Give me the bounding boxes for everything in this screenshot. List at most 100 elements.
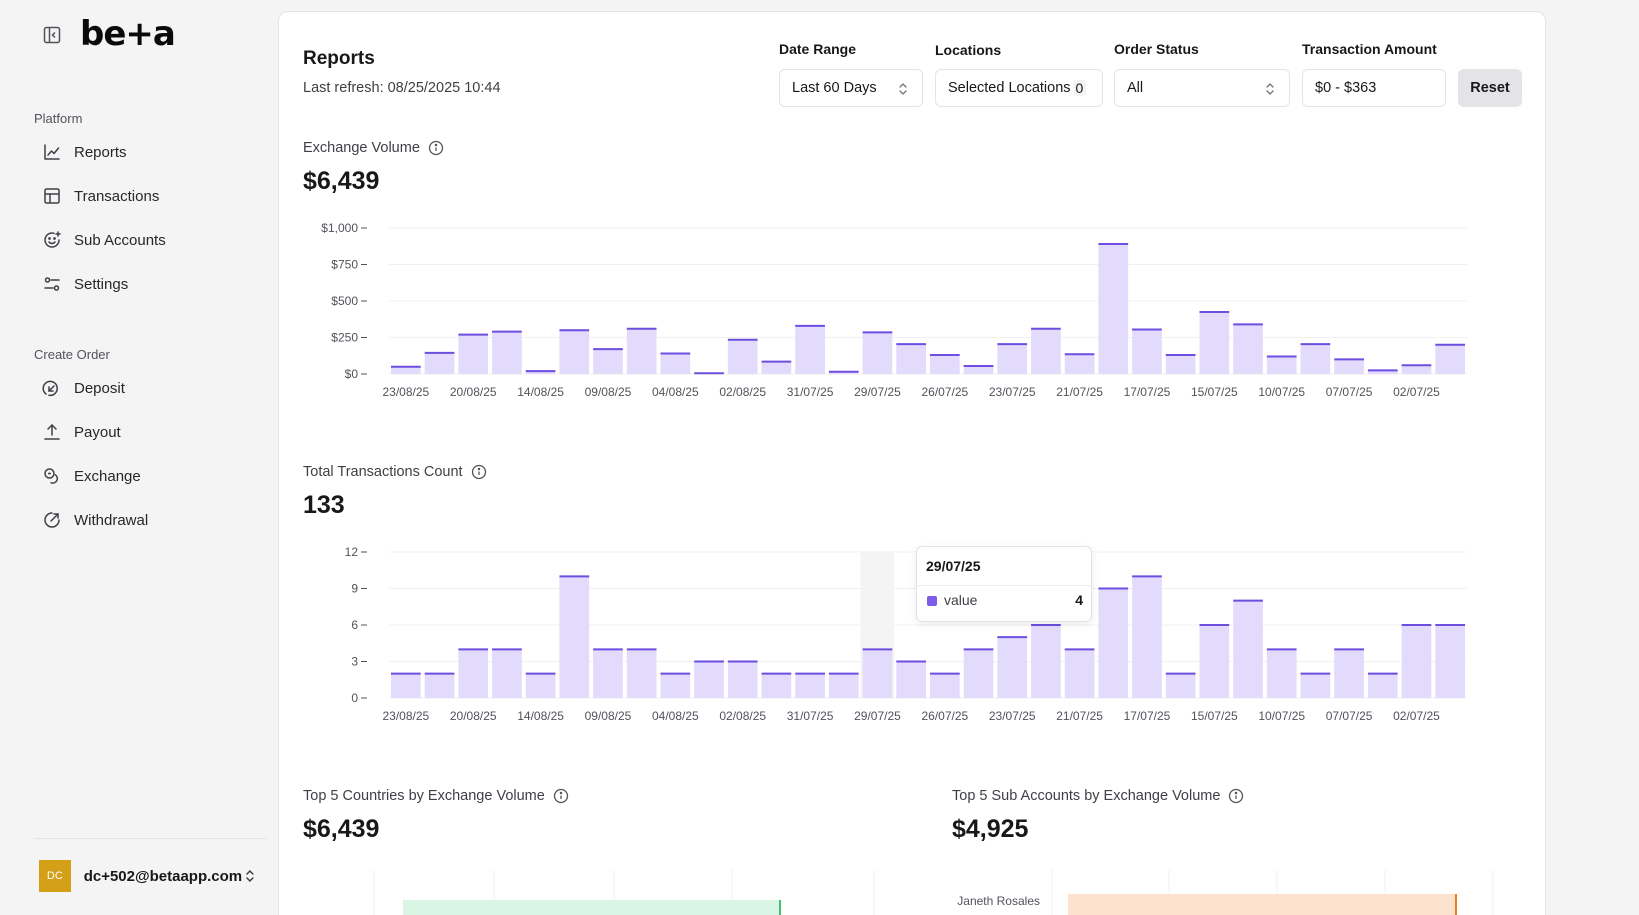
bar bbox=[559, 330, 590, 374]
x-tick-label: 21/07/25 bbox=[1056, 709, 1103, 723]
x-tick-label: 23/07/25 bbox=[989, 709, 1036, 723]
chevron-up-down-icon bbox=[899, 83, 907, 95]
locations-select[interactable]: Selected Locations 0 bbox=[935, 69, 1103, 107]
date-range-select[interactable]: Last 60 Days bbox=[779, 69, 923, 107]
chart-tooltip: 29/07/25 value 4 bbox=[916, 546, 1092, 622]
top-sub-accounts-title: Top 5 Sub Accounts by Exchange Volume bbox=[952, 788, 1244, 804]
sidebar-item-reports[interactable]: Reports bbox=[34, 134, 264, 170]
transactions-count-chart: 0 3 6 9 12 23/08/25 20/08/25 14/08/25 09/08/25 04… bbox=[345, 545, 1467, 723]
bar bbox=[694, 661, 724, 698]
locations-count-badge: 0 bbox=[1072, 80, 1087, 96]
bar bbox=[1300, 344, 1331, 374]
top-sub-accounts-value: $4,925 bbox=[952, 815, 1029, 843]
sidebar-item-label: Payout bbox=[74, 423, 121, 441]
logo[interactable]: be+a bbox=[80, 14, 176, 54]
x-tick-label: 10/07/25 bbox=[1258, 385, 1305, 399]
tooltip-swatch bbox=[927, 596, 937, 606]
sidebar-item-label: Deposit bbox=[74, 379, 125, 397]
sidebar-item-deposit[interactable]: Deposit bbox=[34, 370, 264, 406]
reset-button[interactable]: Reset bbox=[1458, 69, 1522, 107]
sidebar-toggle-icon[interactable] bbox=[42, 25, 62, 45]
bar bbox=[593, 349, 623, 374]
top-countries-value: $6,439 bbox=[303, 815, 380, 843]
bar bbox=[1233, 324, 1263, 374]
tooltip-divider bbox=[917, 585, 1091, 586]
x-tick-label: 15/07/25 bbox=[1191, 385, 1238, 399]
bar bbox=[862, 332, 893, 374]
bar bbox=[593, 649, 623, 698]
x-tick-label: 07/07/25 bbox=[1326, 385, 1373, 399]
bar bbox=[1165, 673, 1196, 698]
sidebar-item-transactions[interactable]: Transactions bbox=[34, 178, 264, 214]
bar bbox=[1401, 365, 1432, 374]
bar bbox=[828, 371, 859, 374]
user-menu[interactable]: DC dc+502@betaapp.com bbox=[34, 856, 266, 896]
x-tick-label: 23/08/25 bbox=[382, 385, 429, 399]
locations-value: Selected Locations bbox=[948, 80, 1071, 96]
bar bbox=[1064, 354, 1095, 374]
info-icon[interactable] bbox=[428, 140, 444, 156]
sidebar-item-label: Reports bbox=[74, 143, 127, 161]
bar bbox=[930, 673, 960, 698]
sidebar-item-exchange[interactable]: Exchange bbox=[34, 458, 264, 494]
top-countries-title-text: Top 5 Countries by Exchange Volume bbox=[303, 788, 545, 804]
x-tick-label: 02/07/25 bbox=[1393, 709, 1440, 723]
bar bbox=[660, 353, 691, 374]
sidebar-item-payout[interactable]: Payout bbox=[34, 414, 264, 450]
transactions-count-title-text: Total Transactions Count bbox=[303, 464, 463, 480]
sidebar-item-settings[interactable]: Settings bbox=[34, 266, 264, 302]
bar bbox=[492, 331, 522, 374]
y-tick-label: $0 bbox=[345, 367, 359, 381]
x-tick-label: 10/07/25 bbox=[1258, 709, 1305, 723]
exchange-volume-title: Exchange Volume bbox=[303, 140, 444, 156]
x-tick-label: 15/07/25 bbox=[1191, 709, 1238, 723]
date-range-value: Last 60 Days bbox=[792, 80, 877, 96]
sub-account-bar bbox=[1068, 894, 1457, 915]
y-tick-label: $1,000 bbox=[321, 221, 358, 235]
x-tick-label: 26/07/25 bbox=[921, 709, 968, 723]
x-tick-label: 09/08/25 bbox=[585, 709, 632, 723]
x-tick-label: 31/07/25 bbox=[787, 709, 834, 723]
bar bbox=[795, 673, 825, 698]
exchange-volume-title-text: Exchange Volume bbox=[303, 140, 420, 156]
order-status-label: Order Status bbox=[1114, 41, 1199, 57]
bar bbox=[1132, 329, 1162, 374]
bar bbox=[1064, 649, 1095, 698]
x-tick-label: 07/07/25 bbox=[1326, 709, 1373, 723]
bar bbox=[1132, 576, 1162, 698]
bar bbox=[424, 352, 455, 374]
order-status-value: All bbox=[1127, 80, 1144, 96]
bar bbox=[862, 649, 893, 698]
y-tick-label: 0 bbox=[351, 691, 358, 705]
brand bbox=[42, 18, 62, 52]
info-icon[interactable] bbox=[1228, 788, 1244, 804]
x-tick-label: 02/08/25 bbox=[719, 709, 766, 723]
bar bbox=[1233, 600, 1263, 698]
bar bbox=[1098, 244, 1129, 374]
sidebar-item-label: Sub Accounts bbox=[74, 231, 166, 249]
exchange-volume-chart: $0 $250 $500 $750 $1,000 23/08/25 20/08/25 14/0… bbox=[321, 221, 1467, 399]
order-status-select[interactable]: All bbox=[1114, 69, 1290, 107]
x-tick-label: 04/08/25 bbox=[652, 385, 699, 399]
main-panel: Reports Last refresh: 08/25/2025 10:44 D… bbox=[278, 11, 1546, 915]
sliders-icon bbox=[44, 277, 60, 291]
top-countries-chart bbox=[373, 870, 875, 915]
sidebar-item-label: Withdrawal bbox=[74, 511, 149, 529]
transaction-amount-input[interactable]: $0 - $363 bbox=[1302, 69, 1446, 107]
info-icon[interactable] bbox=[471, 464, 487, 480]
bar bbox=[458, 334, 489, 374]
top-sub-accounts-title-text: Top 5 Sub Accounts by Exchange Volume bbox=[952, 788, 1221, 804]
sidebar-item-sub-accounts[interactable]: Sub Accounts bbox=[34, 222, 264, 258]
chevron-up-down-icon bbox=[1266, 83, 1274, 95]
transactions-count-title: Total Transactions Count bbox=[303, 464, 487, 480]
y-tick-label: $750 bbox=[331, 258, 358, 272]
date-range-label: Date Range bbox=[779, 41, 857, 57]
sidebar-item-withdrawal[interactable]: Withdrawal bbox=[34, 502, 264, 538]
y-tick-label: 6 bbox=[351, 618, 358, 632]
info-icon[interactable] bbox=[553, 788, 569, 804]
tooltip-value: 4 bbox=[1075, 592, 1083, 608]
top-countries-title: Top 5 Countries by Exchange Volume bbox=[303, 788, 569, 804]
bar bbox=[963, 649, 994, 698]
page-title: Reports bbox=[303, 48, 375, 69]
bar bbox=[896, 344, 926, 374]
